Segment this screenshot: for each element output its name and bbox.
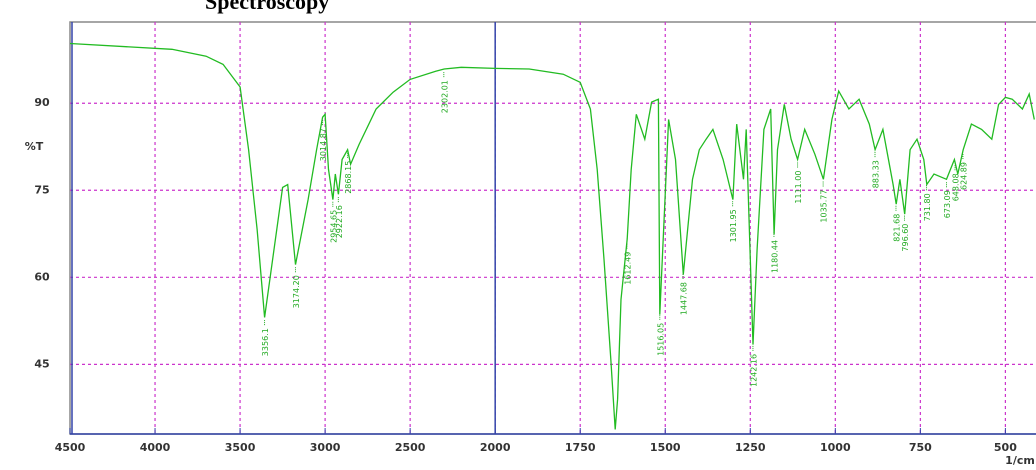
y-tick-label: 90 bbox=[34, 96, 50, 109]
peak-label: 624.89 bbox=[959, 162, 968, 190]
peak-label: 2302.01 bbox=[440, 80, 449, 113]
y-axis-label: %T bbox=[25, 140, 44, 153]
peak-label: 2868.15 bbox=[344, 161, 353, 194]
x-tick-label: 1250 bbox=[735, 441, 766, 454]
peak-label: 3174.20 bbox=[292, 275, 301, 308]
peak-label: 673.09 bbox=[943, 190, 952, 218]
spectrum-line bbox=[69, 42, 1035, 430]
peak-label: 1447.68 bbox=[680, 282, 689, 315]
y-tick-label: 45 bbox=[34, 357, 49, 370]
chart-title: Spectroscopy bbox=[205, 0, 329, 14]
x-tick-label: 1500 bbox=[650, 441, 681, 454]
x-tick-label: 2500 bbox=[395, 441, 426, 454]
peak-label: 3014.87 bbox=[319, 128, 328, 161]
peak-label: 3356.1 bbox=[261, 328, 270, 356]
x-tick-label: 4000 bbox=[140, 441, 171, 454]
y-tick-label: 75 bbox=[34, 183, 49, 196]
peak-label: 1111.00 bbox=[794, 171, 803, 204]
x-tick-label: 3500 bbox=[225, 441, 256, 454]
peak-label: 1301.95 bbox=[729, 209, 738, 242]
peak-label: 1180.44 bbox=[770, 240, 779, 273]
peak-label: 1242.16 bbox=[749, 354, 758, 387]
plot-frame bbox=[69, 21, 1036, 435]
peak-label: 2954.65 bbox=[329, 210, 338, 243]
x-tick-label: 1000 bbox=[820, 441, 851, 454]
peak-label: 731.80 bbox=[923, 193, 932, 221]
x-tick-label: 4500 bbox=[55, 441, 86, 454]
peak-label: 1612.49 bbox=[624, 252, 633, 285]
peak-label: 1516.05 bbox=[656, 323, 665, 356]
peak-label: 1035.77 bbox=[820, 190, 829, 223]
x-tick-label: 500 bbox=[994, 441, 1017, 454]
x-axis-label: 1/cm bbox=[1005, 454, 1035, 467]
x-tick-label: 3000 bbox=[310, 441, 341, 454]
peak-label: 2922.16 bbox=[335, 205, 344, 238]
x-tick-label: 1750 bbox=[565, 441, 596, 454]
peak-label: 796.60 bbox=[901, 224, 910, 252]
x-tick-label: 2000 bbox=[480, 441, 511, 454]
x-tick-label: 750 bbox=[909, 441, 932, 454]
y-tick-label: 60 bbox=[34, 270, 50, 283]
peak-label: 821.68 bbox=[893, 214, 902, 242]
peak-label: 883.33 bbox=[872, 160, 881, 188]
peak-label: 648.08 bbox=[952, 173, 961, 201]
